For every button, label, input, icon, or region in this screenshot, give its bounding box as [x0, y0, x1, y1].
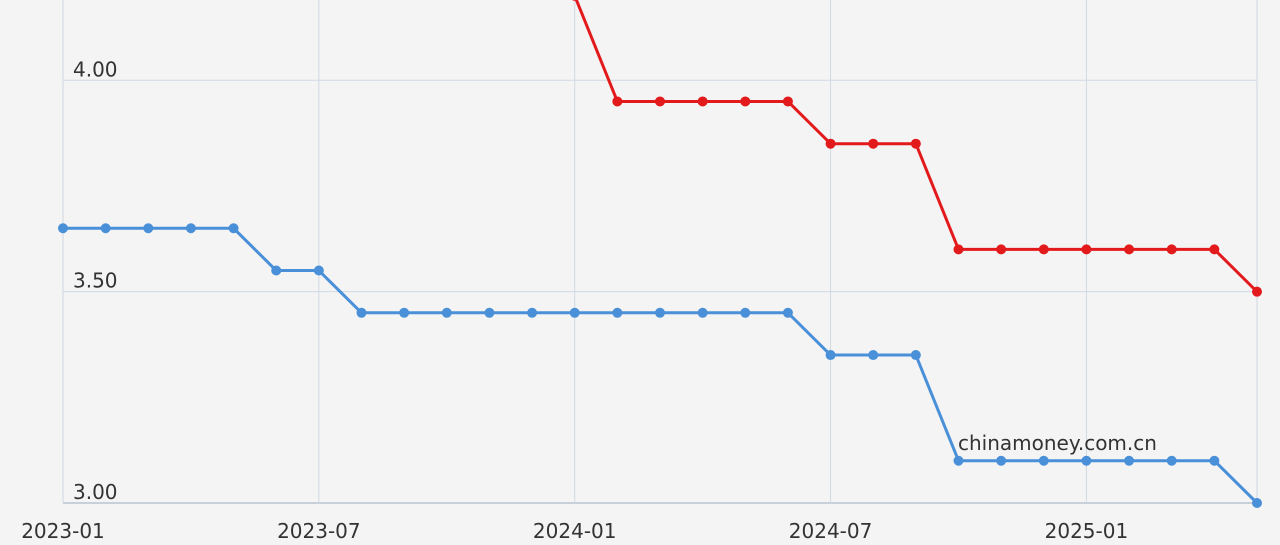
- data-point: [697, 307, 708, 318]
- data-point: [1038, 244, 1049, 255]
- data-point: [655, 96, 665, 107]
- data-point: [740, 307, 751, 318]
- data-point: [441, 307, 452, 318]
- x-tick-label: 2023-01: [21, 519, 105, 543]
- data-point: [228, 223, 239, 234]
- data-point: [1124, 244, 1135, 255]
- data-point: [1038, 455, 1049, 466]
- data-point: [1081, 455, 1092, 466]
- data-point: [569, 307, 580, 318]
- y-tick-label: 3.00: [73, 480, 118, 504]
- data-point: [825, 138, 836, 149]
- data-point: [1252, 286, 1262, 297]
- data-point: [58, 223, 68, 234]
- data-point: [740, 96, 751, 107]
- data-point: [313, 265, 324, 276]
- data-point: [1209, 455, 1220, 466]
- data-point: [271, 265, 282, 276]
- data-point: [953, 244, 964, 255]
- watermark: chinamoney.com.cn: [958, 431, 1157, 455]
- data-point: [572, 0, 578, 1]
- data-point: [527, 307, 538, 318]
- x-tick-label: 2025-01: [1045, 519, 1129, 543]
- data-point: [1166, 244, 1177, 255]
- data-point: [356, 307, 367, 318]
- data-point: [953, 455, 964, 466]
- x-tick-label: 2023-07: [277, 519, 361, 543]
- data-point: [910, 138, 921, 149]
- data-point: [185, 223, 196, 234]
- data-point: [825, 350, 836, 361]
- data-point: [782, 96, 793, 107]
- data-point: [399, 307, 410, 318]
- x-tick-label: 2024-07: [789, 519, 873, 543]
- data-point: [782, 307, 793, 318]
- data-point: [484, 307, 495, 318]
- data-point: [1209, 244, 1220, 255]
- data-point: [697, 96, 708, 107]
- data-point: [868, 350, 879, 361]
- data-point: [655, 307, 665, 318]
- data-point: [1252, 498, 1262, 508]
- data-point: [612, 307, 623, 318]
- y-tick-label: 4.00: [73, 57, 118, 81]
- plot-area: [58, 0, 1262, 508]
- x-tick-label: 2024-01: [533, 519, 617, 543]
- data-point: [868, 138, 879, 149]
- data-point: [1166, 455, 1177, 466]
- data-point: [143, 223, 154, 234]
- data-point: [996, 244, 1007, 255]
- data-point: [1124, 455, 1135, 466]
- data-point: [910, 350, 921, 361]
- data-point: [612, 96, 623, 107]
- data-point: [996, 455, 1007, 466]
- y-tick-label: 3.50: [73, 269, 118, 293]
- data-point: [100, 223, 111, 234]
- data-point: [1081, 244, 1092, 255]
